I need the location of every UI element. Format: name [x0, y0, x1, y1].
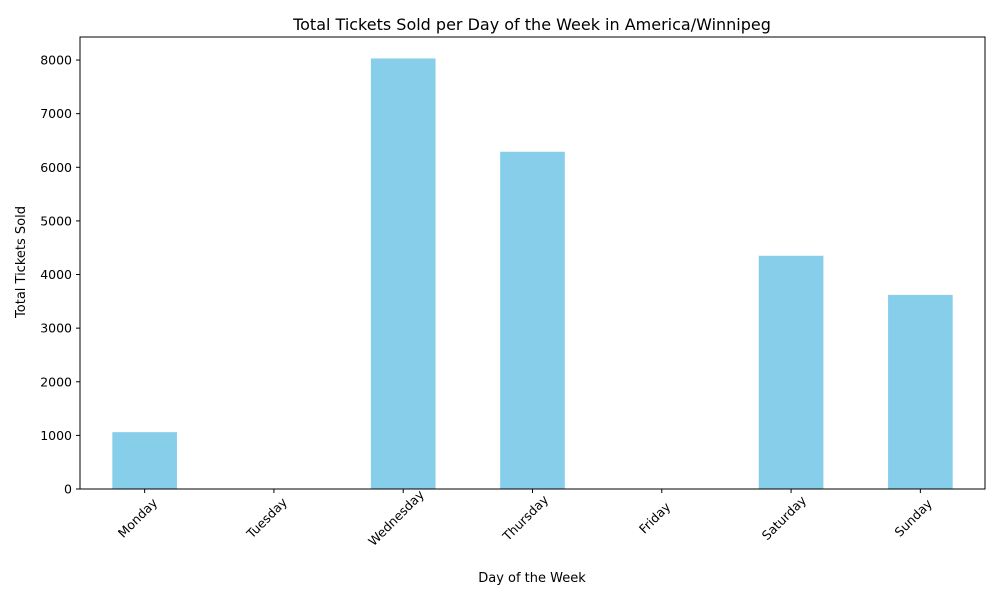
y-tick-label: 0 [64, 482, 72, 497]
y-tick-label: 1000 [40, 428, 72, 443]
x-tick-label: Sunday [891, 496, 935, 540]
bar-thursday [500, 151, 565, 489]
y-tick-label: 3000 [40, 321, 72, 336]
y-axis-label: Total Tickets Sold [14, 206, 29, 319]
y-tick-label: 7000 [40, 106, 72, 121]
bar-sunday [888, 294, 953, 489]
y-axis-ticks: 0 1000 2000 3000 4000 5000 6000 7000 8000 [40, 53, 80, 497]
chart-title: Total Tickets Sold per Day of the Week i… [292, 15, 771, 34]
x-tick-label: Friday [636, 499, 674, 537]
y-tick-label: 2000 [40, 374, 72, 389]
x-tick-label: Wednesday [365, 487, 427, 549]
y-tick-label: 8000 [40, 53, 72, 68]
bar-wednesday [370, 58, 436, 490]
y-tick-label: 4000 [40, 267, 72, 282]
x-axis-label: Day of the Week [478, 571, 586, 586]
bar-saturday [758, 255, 824, 489]
y-tick-label: 5000 [40, 213, 72, 228]
x-tick-label: Saturday [759, 492, 810, 543]
y-tick-label: 6000 [40, 160, 72, 175]
plot-frame [79, 36, 986, 490]
x-axis-ticks: Monday Tuesday Wednesday Thursday Friday Satu… [115, 487, 936, 549]
bar-monday [112, 432, 177, 489]
x-tick-label: Monday [115, 495, 161, 541]
bars-group [112, 58, 953, 490]
x-tick-label: Thursday [499, 492, 552, 545]
x-tick-label: Tuesday [243, 494, 291, 542]
